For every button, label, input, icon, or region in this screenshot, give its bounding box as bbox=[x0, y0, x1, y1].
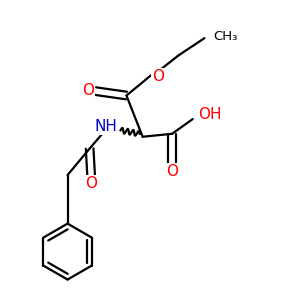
Text: CH₃: CH₃ bbox=[213, 30, 238, 43]
Text: O: O bbox=[166, 164, 178, 179]
Text: O: O bbox=[82, 83, 94, 98]
Text: O: O bbox=[85, 176, 97, 191]
Text: OH: OH bbox=[198, 107, 221, 122]
Text: NH: NH bbox=[94, 119, 117, 134]
Text: O: O bbox=[152, 69, 164, 84]
